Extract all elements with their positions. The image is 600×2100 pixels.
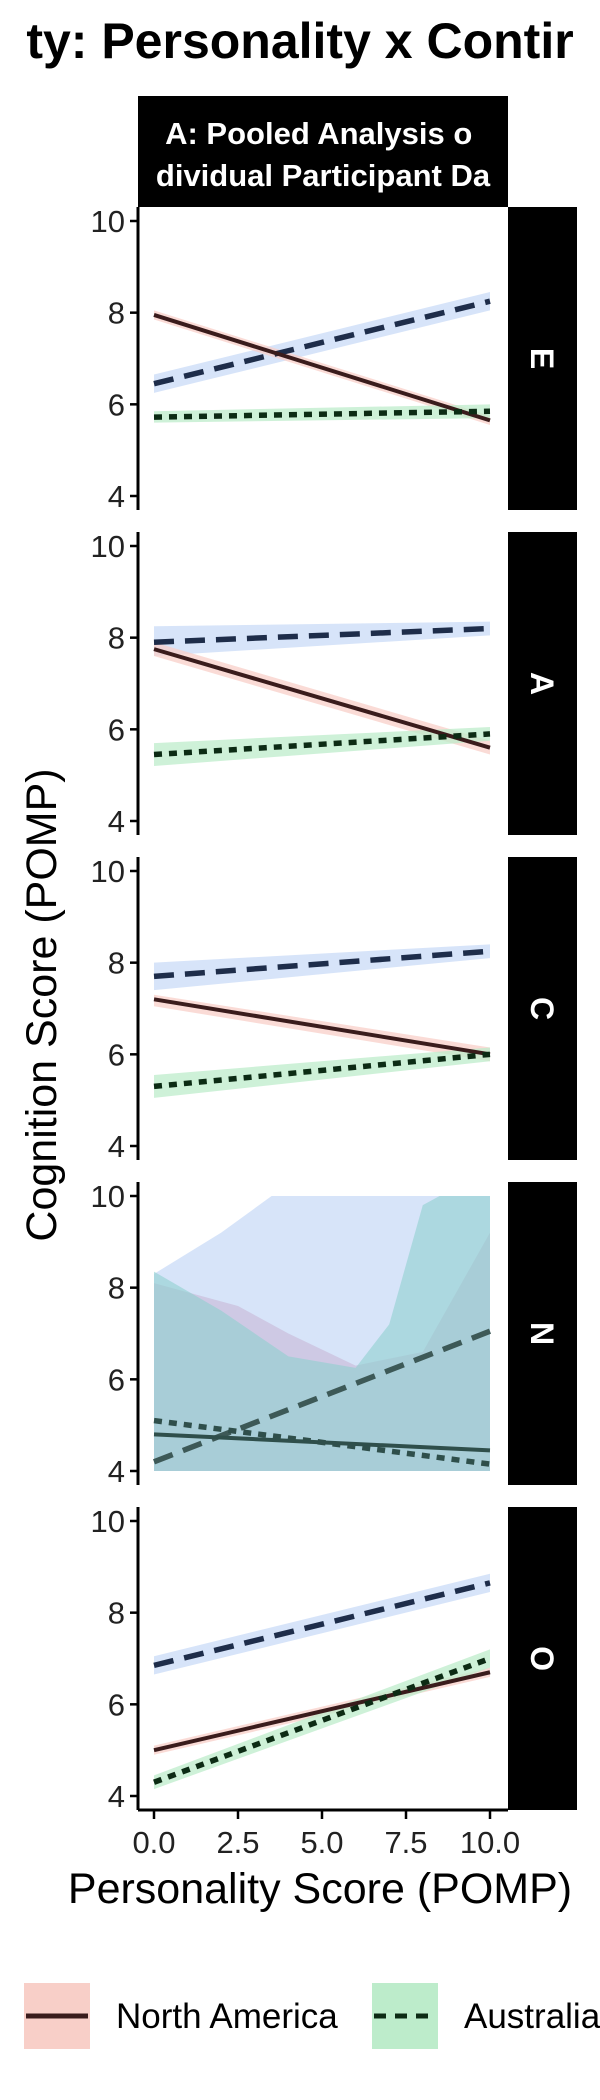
- panel-n: 4 6 8 10 N: [91, 1179, 577, 1489]
- panel-o-australia-band: [154, 1649, 490, 1790]
- panel-e-strip-label: E: [524, 348, 560, 369]
- panel-c-dashed_blue-band: [154, 944, 490, 991]
- panel-c-y-tick-label: 6: [108, 1037, 125, 1072]
- x-tick-label: 10.0: [460, 1825, 520, 1860]
- legend-label: North America: [116, 1997, 338, 2036]
- panel-e-north_america-line: [153, 313, 491, 423]
- x-tick-label: 5.0: [300, 1825, 343, 1860]
- panel-c-north_america-line: [153, 997, 491, 1057]
- panel-c-australia-line: [153, 1051, 491, 1090]
- legend-item-1: North America: [24, 1983, 338, 2049]
- facet-column-strip: [138, 96, 508, 207]
- panel-a-australia-line: [153, 731, 491, 758]
- panel-a-y-tick-label: 10: [91, 529, 125, 564]
- panel-o-strip-label: O: [524, 1646, 560, 1671]
- panel-a-y-tick-label: 4: [108, 804, 125, 839]
- panel-c-strip: [508, 857, 577, 1160]
- x-axis: 0.0 2.5 5.0 7.5 10.0: [132, 1808, 520, 1860]
- panel-n-y-tick-label: 4: [108, 1454, 125, 1489]
- y-axis-title: Cognition Score (POMP): [18, 768, 66, 1241]
- panel-n-y-tick-label: 8: [108, 1271, 125, 1306]
- x-tick-label: 2.5: [216, 1825, 259, 1860]
- panel-c-strip-label: C: [524, 997, 560, 1020]
- panel-c-y-tick-label: 10: [91, 854, 125, 889]
- panel-c: 4 6 8 10 C: [91, 854, 577, 1164]
- panel-c-y-tick-label: 4: [108, 1129, 125, 1164]
- facet-column-label-line-1: A: Pooled Analysis o: [165, 116, 472, 151]
- panel-n-strip: [508, 1182, 577, 1485]
- panel-e-australia-line: [153, 408, 491, 420]
- panel-e-dashed_blue-line: [153, 298, 491, 387]
- panel-e-strip: [508, 207, 577, 510]
- panel-e-y-tick-label: 4: [108, 479, 125, 514]
- panel-o-y-tick-label: 8: [108, 1596, 125, 1631]
- panel-o-y-tick-label: 6: [108, 1687, 125, 1722]
- legend-label: Australia: [464, 1997, 600, 2036]
- panel-e-y-tick-label: 10: [91, 204, 125, 239]
- panel-e-y-tick-label: 6: [108, 387, 125, 422]
- panel-o-north_america-line: [153, 1670, 491, 1753]
- x-tick-label: 7.5: [384, 1825, 427, 1860]
- legend-item-2: Australia: [372, 1983, 600, 2049]
- panel-a-strip: [508, 532, 577, 835]
- panel-a-y-tick-label: 8: [108, 621, 125, 656]
- panel-o-strip: [508, 1507, 577, 1810]
- legend: North America Australia: [24, 1983, 600, 2049]
- panel-a-y-tick-label: 6: [108, 712, 125, 747]
- facet-column-label: A: Pooled Analysis o dividual Participan…: [156, 116, 491, 193]
- panel-n-strip-label: N: [524, 1322, 560, 1345]
- panel-c-dashed_blue-line: [153, 948, 491, 980]
- panel-n-y-tick-label: 6: [108, 1362, 125, 1397]
- panel-n-y-tick-label: 10: [91, 1179, 125, 1214]
- panel-n-australia-line: [153, 1417, 491, 1467]
- panel-o-y-tick-label: 4: [108, 1779, 125, 1814]
- panel-e: 4 6 8 10 E: [91, 204, 577, 514]
- panel-a-dashed_blue-line: [153, 625, 491, 645]
- x-tick-label: 0.0: [132, 1825, 175, 1860]
- panel-a-strip-label: A: [524, 672, 560, 695]
- panel-o-y-tick-label: 10: [91, 1504, 125, 1539]
- x-axis-title: Personality Score (POMP): [68, 1865, 572, 1913]
- panel-e-y-tick-label: 8: [108, 296, 125, 331]
- panel-o: 4 6 8 10 O: [91, 1504, 577, 1814]
- facet-column-label-line-2: dividual Participant Da: [156, 158, 491, 193]
- panel-n-australia-band: [154, 1196, 490, 1471]
- chart-title: ty: Personality x Contir: [26, 13, 573, 69]
- panel-a-north_america-line: [153, 647, 491, 750]
- panel-c-y-tick-label: 8: [108, 946, 125, 981]
- panel-o-dashed_blue-line: [153, 1580, 491, 1669]
- panel-a: 4 6 8 10 A: [91, 529, 577, 839]
- facet-panels: 4 6 8 10 E 4 6 8 10 A 4 6 8 10 C 4 6 8 10 N 4 6 8 10 O: [91, 204, 577, 1814]
